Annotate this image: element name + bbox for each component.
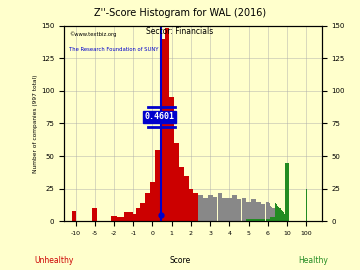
Bar (203, 198, 208, 221)
Bar (283, 215, 284, 221)
Bar (284, 215, 285, 221)
Bar (72, 211, 76, 221)
Bar (150, 182, 155, 221)
Bar (169, 97, 174, 221)
Bar (275, 210, 276, 221)
Bar (193, 193, 198, 221)
Bar (271, 207, 272, 221)
Bar (282, 214, 283, 221)
Bar (140, 203, 145, 221)
Bar (283, 212, 284, 221)
Bar (242, 198, 246, 221)
Bar (114, 217, 123, 221)
Bar (256, 202, 261, 221)
Bar (275, 203, 276, 221)
Bar (279, 208, 280, 221)
Bar (92, 208, 97, 221)
Text: Healthy: Healthy (298, 256, 328, 265)
Bar (277, 211, 278, 221)
Bar (272, 217, 273, 221)
Bar (279, 212, 280, 221)
Bar (269, 219, 270, 221)
Y-axis label: Number of companies (997 total): Number of companies (997 total) (33, 74, 38, 173)
Text: 0.4601: 0.4601 (144, 113, 174, 122)
Bar (273, 208, 275, 221)
Bar (285, 163, 289, 221)
Bar (261, 219, 265, 221)
Bar (129, 214, 138, 221)
Bar (276, 210, 277, 221)
Text: Score: Score (169, 256, 191, 265)
Bar (232, 195, 237, 221)
Bar (179, 167, 184, 221)
Bar (269, 203, 270, 221)
Bar (145, 193, 150, 221)
Bar (237, 199, 241, 221)
Bar (285, 216, 287, 221)
Text: Sector: Financials: Sector: Financials (147, 27, 213, 36)
Bar (278, 211, 279, 221)
Bar (155, 150, 160, 221)
Text: Z''-Score Histogram for WAL (2016): Z''-Score Histogram for WAL (2016) (94, 8, 266, 18)
Bar (246, 219, 251, 221)
Bar (272, 208, 273, 221)
Bar (266, 202, 269, 221)
Bar (280, 214, 282, 221)
Bar (276, 204, 277, 221)
Bar (285, 215, 287, 221)
Bar (123, 212, 133, 221)
Bar (246, 202, 251, 221)
Bar (306, 189, 307, 221)
Bar (222, 198, 227, 221)
Bar (165, 28, 169, 221)
Bar (174, 143, 179, 221)
Bar (160, 39, 165, 221)
Bar (266, 219, 269, 221)
Bar (184, 176, 189, 221)
Bar (217, 193, 222, 221)
Bar (278, 207, 279, 221)
Bar (270, 206, 271, 221)
Bar (189, 189, 193, 221)
Bar (111, 216, 117, 221)
Bar (261, 204, 265, 221)
Bar (280, 210, 282, 221)
Text: The Research Foundation of SUNY: The Research Foundation of SUNY (69, 47, 159, 52)
Text: ©www.textbiz.org: ©www.textbiz.org (69, 32, 117, 37)
Bar (277, 206, 278, 221)
Bar (136, 208, 140, 221)
Bar (256, 219, 261, 221)
Text: Unhealthy: Unhealthy (34, 256, 74, 265)
Bar (251, 199, 256, 221)
Bar (284, 214, 285, 221)
Bar (227, 198, 232, 221)
Bar (213, 197, 217, 221)
Bar (270, 217, 271, 221)
Bar (208, 195, 212, 221)
Bar (198, 195, 203, 221)
Bar (273, 217, 275, 221)
Bar (282, 211, 283, 221)
Bar (251, 219, 256, 221)
Bar (271, 217, 272, 221)
